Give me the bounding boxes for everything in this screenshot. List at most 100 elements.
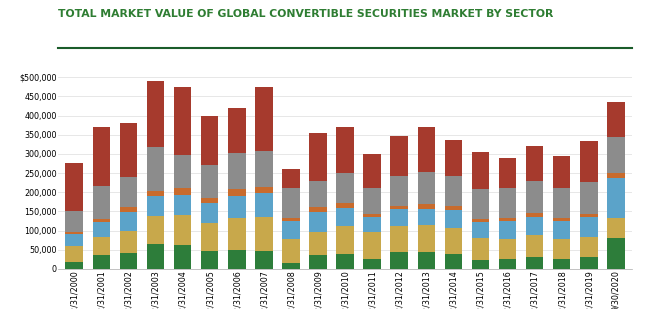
Bar	[255, 187, 273, 193]
Bar	[607, 102, 624, 137]
Bar	[174, 154, 192, 188]
Bar	[390, 210, 408, 226]
Bar	[499, 221, 517, 239]
Bar	[417, 204, 435, 209]
Bar	[336, 127, 354, 173]
Bar	[471, 152, 490, 189]
Bar	[174, 215, 192, 245]
Bar	[499, 239, 517, 259]
Bar	[417, 252, 435, 269]
Bar	[390, 252, 408, 269]
Bar	[553, 188, 570, 218]
Bar	[417, 209, 435, 225]
Bar	[471, 189, 490, 219]
Bar	[417, 225, 435, 252]
Bar	[120, 123, 137, 177]
Text: TOTAL MARKET VALUE OF GLOBAL CONVERTIBLE SECURITIES MARKET BY SECTOR: TOTAL MARKET VALUE OF GLOBAL CONVERTIBLE…	[58, 9, 553, 19]
Bar	[580, 257, 597, 269]
Bar	[120, 253, 137, 269]
Bar	[553, 239, 570, 259]
Bar	[363, 232, 381, 259]
Bar	[336, 253, 354, 269]
Bar	[228, 250, 246, 269]
Bar	[607, 173, 624, 178]
Bar	[499, 218, 517, 221]
Bar	[336, 202, 354, 208]
Bar	[526, 217, 544, 235]
Bar	[580, 218, 597, 237]
Bar	[120, 231, 137, 253]
Bar	[282, 221, 300, 239]
Bar	[66, 262, 83, 269]
Bar	[146, 147, 164, 192]
Bar	[336, 226, 354, 253]
Bar	[255, 87, 273, 151]
Bar	[499, 158, 517, 188]
Bar	[146, 216, 164, 244]
Bar	[607, 178, 624, 218]
Bar	[201, 251, 219, 269]
Bar	[363, 259, 381, 269]
Bar	[526, 213, 544, 217]
Bar	[255, 251, 273, 269]
Bar	[282, 263, 300, 269]
Bar	[174, 188, 192, 195]
Bar	[390, 136, 408, 176]
Bar	[66, 234, 83, 246]
Bar	[580, 214, 597, 218]
Bar	[336, 208, 354, 226]
Bar	[228, 189, 246, 196]
Bar	[444, 176, 462, 206]
Bar	[93, 219, 110, 222]
Bar	[471, 238, 490, 260]
Bar	[309, 133, 327, 181]
Bar	[499, 259, 517, 269]
Bar	[526, 235, 544, 257]
Bar	[580, 182, 597, 214]
Bar	[255, 217, 273, 251]
Bar	[146, 192, 164, 197]
Bar	[146, 197, 164, 216]
Bar	[228, 153, 246, 189]
Bar	[580, 237, 597, 257]
Bar	[309, 181, 327, 207]
Bar	[526, 146, 544, 181]
Bar	[607, 238, 624, 269]
Bar	[363, 214, 381, 217]
Bar	[146, 81, 164, 147]
Bar	[390, 226, 408, 252]
Bar	[607, 218, 624, 238]
Bar	[282, 188, 300, 218]
Bar	[228, 218, 246, 250]
Bar	[363, 154, 381, 188]
Bar	[201, 203, 219, 223]
Bar	[444, 254, 462, 269]
Bar	[174, 245, 192, 269]
Bar	[417, 172, 435, 204]
Bar	[282, 218, 300, 221]
Bar	[390, 176, 408, 205]
Bar	[201, 116, 219, 165]
Bar	[93, 237, 110, 256]
Bar	[363, 217, 381, 232]
Bar	[282, 239, 300, 263]
Bar	[390, 205, 408, 210]
Bar	[228, 108, 246, 153]
Bar	[174, 87, 192, 154]
Bar	[309, 212, 327, 232]
Bar	[553, 259, 570, 269]
Bar	[93, 222, 110, 237]
Bar	[174, 195, 192, 215]
Bar	[553, 156, 570, 188]
Bar	[580, 141, 597, 182]
Bar	[526, 257, 544, 269]
Bar	[607, 137, 624, 173]
Bar	[120, 207, 137, 212]
Bar	[444, 206, 462, 210]
Bar	[146, 244, 164, 269]
Bar	[499, 188, 517, 218]
Bar	[201, 198, 219, 203]
Bar	[66, 232, 83, 234]
Bar	[120, 177, 137, 207]
Bar	[93, 127, 110, 186]
